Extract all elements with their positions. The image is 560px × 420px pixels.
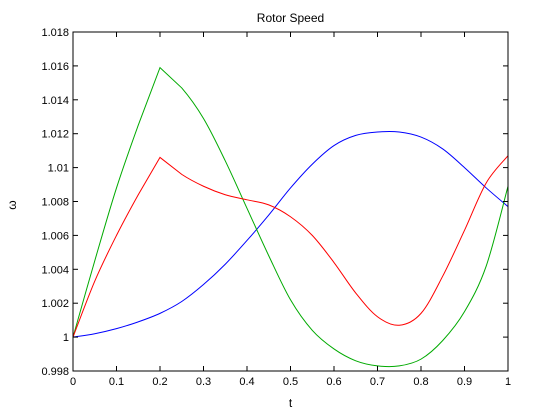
y-tick-label: 1.006: [41, 230, 69, 242]
series-line-blue: [72, 130, 509, 338]
x-tick-label: 0: [70, 376, 76, 388]
y-tick-label: 1.014: [41, 95, 69, 107]
x-tick-label: 0.6: [326, 376, 341, 388]
series-line-red: [72, 155, 509, 338]
x-tick-label: 0.4: [239, 376, 254, 388]
y-tick-label: 0.998: [41, 366, 69, 378]
series-layer: [72, 66, 509, 368]
y-tick-label: 1.002: [41, 298, 69, 310]
x-axis-label: t: [289, 396, 293, 410]
x-tick-label: 0.1: [109, 376, 124, 388]
y-tick-label: 1.016: [41, 61, 69, 73]
plot-area: [73, 32, 508, 371]
y-axis-label: ω: [5, 200, 19, 209]
x-tick-label: 0.9: [457, 376, 472, 388]
y-tick-label: 1.008: [41, 197, 69, 209]
x-tick-label: 0.5: [283, 376, 298, 388]
series-line-green: [72, 66, 509, 368]
y-tick-label: 1: [63, 332, 69, 344]
y-tick-label: 1.012: [41, 129, 69, 141]
chart-title: Rotor Speed: [257, 11, 324, 25]
x-tick-label: 0.2: [152, 376, 167, 388]
y-tick-label: 1.004: [41, 264, 69, 276]
y-tick-label: 1.01: [48, 163, 69, 175]
y-tick-label: 1.018: [41, 27, 69, 39]
x-tick-label: 0.7: [370, 376, 385, 388]
x-tick-label: 1: [505, 376, 511, 388]
x-tick-label: 0.8: [413, 376, 428, 388]
x-tick-label: 0.3: [196, 376, 211, 388]
plot-frame: [72, 31, 509, 372]
tick-layer: 0 0.1 0.2 0.3 0.4 0.5 0.6 0.7 0.8 0.9 1 0.998 1 1.002…: [41, 27, 511, 388]
